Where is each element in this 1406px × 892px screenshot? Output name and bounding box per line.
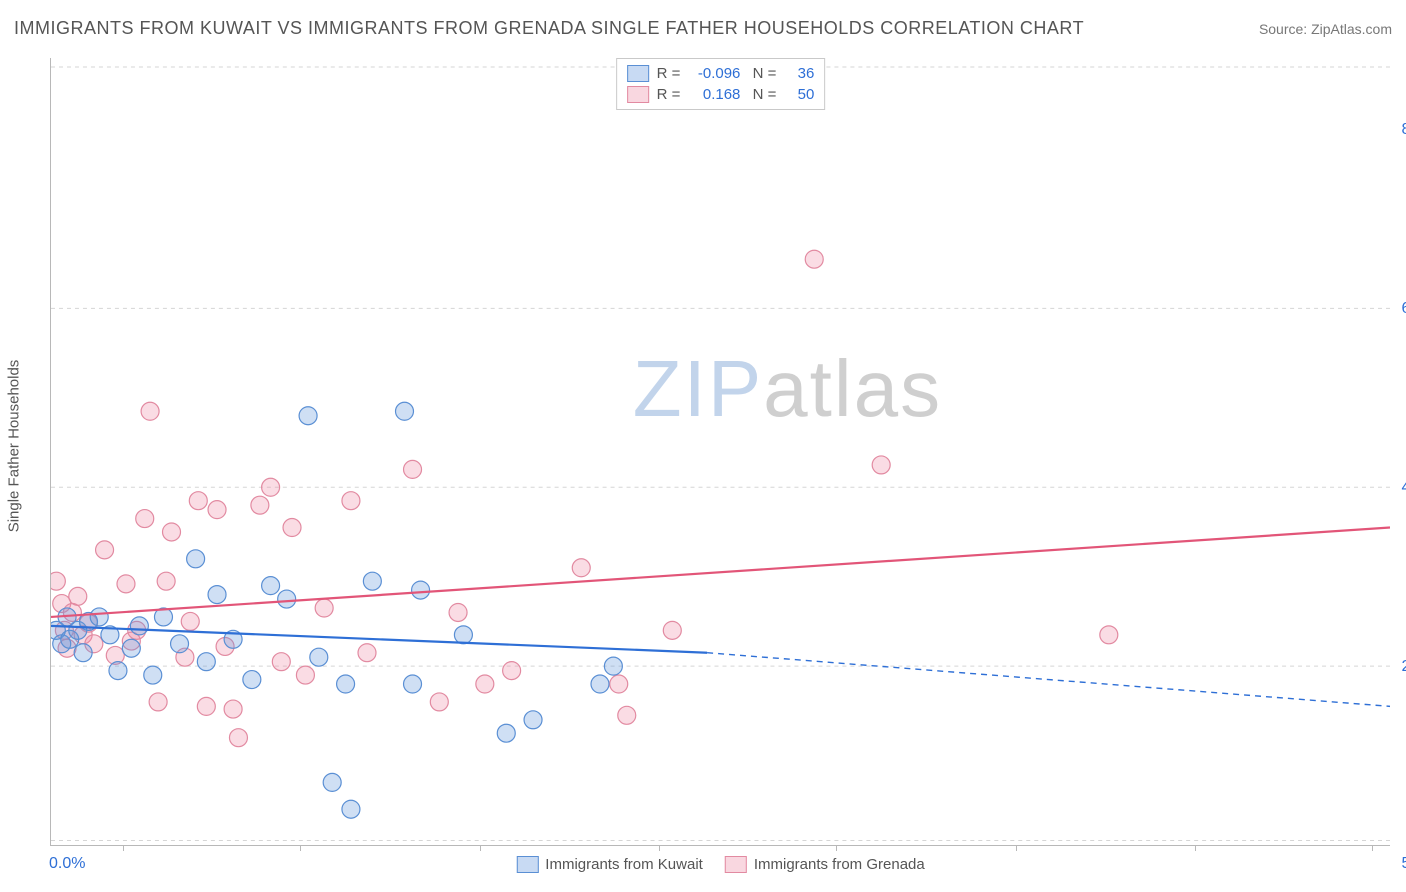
legend-n-label: N = (748, 65, 776, 82)
x-tick-min: 0.0% (49, 855, 85, 873)
swatch-blue-icon (627, 65, 649, 82)
chart-title: IMMIGRANTS FROM KUWAIT VS IMMIGRANTS FRO… (14, 18, 1084, 39)
x-minor-tick (659, 845, 660, 851)
x-minor-tick (123, 845, 124, 851)
x-minor-tick (1016, 845, 1017, 851)
legend-kuwait-label: Immigrants from Kuwait (545, 856, 703, 873)
x-minor-tick (1372, 845, 1373, 851)
legend-series: Immigrants from Kuwait Immigrants from G… (516, 856, 924, 873)
swatch-pink-icon (627, 86, 649, 103)
legend-item-grenada: Immigrants from Grenada (725, 856, 925, 873)
legend-item-kuwait: Immigrants from Kuwait (516, 856, 703, 873)
legend-grenada-r: 0.168 (688, 86, 740, 103)
y-tick-label: 2.0% (1402, 658, 1406, 676)
swatch-pink-icon (725, 856, 747, 873)
legend-grenada-n: 50 (784, 86, 814, 103)
plot-area: ZIPatlas R = -0.096 N = 36 R = 0.168 N =… (50, 58, 1390, 846)
source-label: Source: ZipAtlas.com (1259, 21, 1392, 37)
x-minor-tick (836, 845, 837, 851)
legend-grenada-label: Immigrants from Grenada (754, 856, 925, 873)
x-minor-tick (480, 845, 481, 851)
title-bar: IMMIGRANTS FROM KUWAIT VS IMMIGRANTS FRO… (14, 18, 1392, 39)
x-tick-max: 5.0% (1402, 855, 1406, 873)
swatch-blue-icon (516, 856, 538, 873)
y-tick-label: 6.0% (1402, 300, 1406, 318)
legend-r-label: R = (657, 65, 681, 82)
legend-row-kuwait: R = -0.096 N = 36 (627, 63, 815, 84)
legend-row-grenada: R = 0.168 N = 50 (627, 84, 815, 105)
y-axis-label: Single Father Households (6, 360, 23, 533)
legend-kuwait-n: 36 (784, 65, 814, 82)
y-tick-label: 4.0% (1402, 479, 1406, 497)
legend-n-label: N = (748, 86, 776, 103)
x-minor-tick (300, 845, 301, 851)
chart-container: IMMIGRANTS FROM KUWAIT VS IMMIGRANTS FRO… (0, 0, 1406, 892)
legend-kuwait-r: -0.096 (688, 65, 740, 82)
y-tick-label: 8.0% (1402, 121, 1406, 139)
legend-correlation: R = -0.096 N = 36 R = 0.168 N = 50 (616, 58, 826, 110)
x-minor-tick (1195, 845, 1196, 851)
legend-r-label: R = (657, 86, 681, 103)
chart-svg (51, 58, 1390, 845)
